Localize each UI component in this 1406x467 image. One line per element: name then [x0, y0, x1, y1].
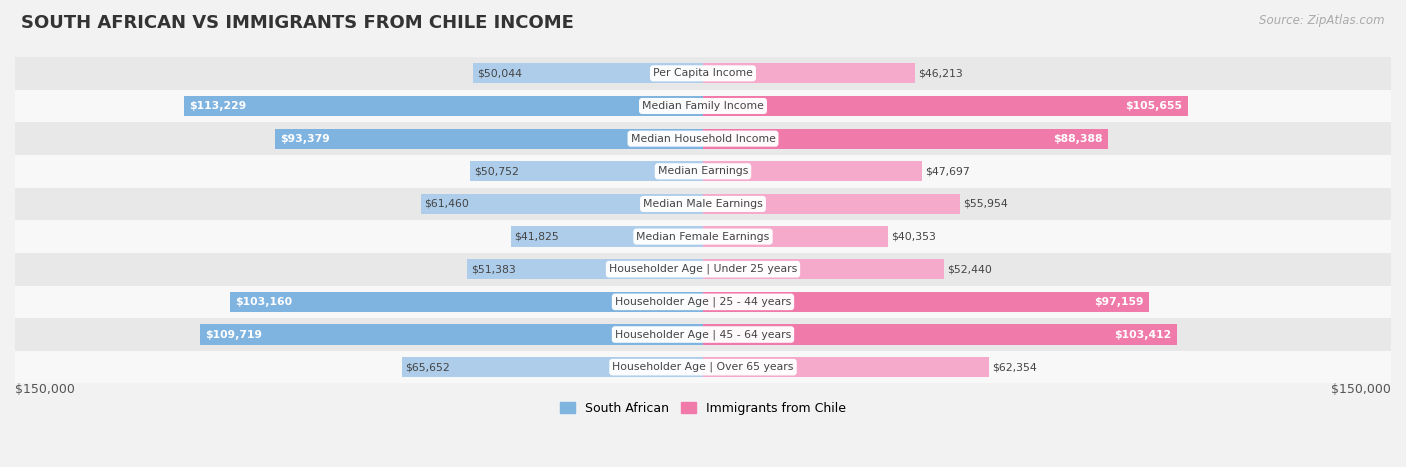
Bar — [15, 122, 1391, 155]
Text: $113,229: $113,229 — [190, 101, 246, 111]
Bar — [184, 96, 703, 116]
Bar — [15, 285, 1391, 318]
Text: $47,697: $47,697 — [925, 166, 970, 176]
Bar — [15, 188, 1391, 220]
Bar — [422, 194, 703, 214]
Text: $105,655: $105,655 — [1125, 101, 1182, 111]
Text: $41,825: $41,825 — [515, 232, 560, 241]
Text: Householder Age | 45 - 64 years: Householder Age | 45 - 64 years — [614, 329, 792, 340]
Text: $50,752: $50,752 — [474, 166, 519, 176]
Text: Median Male Earnings: Median Male Earnings — [643, 199, 763, 209]
Text: $97,159: $97,159 — [1094, 297, 1143, 307]
Bar — [467, 259, 703, 279]
Text: $51,383: $51,383 — [471, 264, 516, 274]
Text: $103,412: $103,412 — [1115, 330, 1171, 340]
Bar — [703, 96, 1188, 116]
Text: Median Family Income: Median Family Income — [643, 101, 763, 111]
Bar — [703, 259, 943, 279]
Bar — [703, 357, 988, 377]
Bar — [15, 318, 1391, 351]
Text: Householder Age | 25 - 44 years: Householder Age | 25 - 44 years — [614, 297, 792, 307]
Text: $55,954: $55,954 — [963, 199, 1008, 209]
Text: $52,440: $52,440 — [948, 264, 991, 274]
Text: $150,000: $150,000 — [1331, 383, 1391, 396]
Text: $50,044: $50,044 — [477, 68, 522, 78]
Text: $109,719: $109,719 — [205, 330, 263, 340]
Text: Median Earnings: Median Earnings — [658, 166, 748, 176]
Bar — [229, 292, 703, 312]
Text: Source: ZipAtlas.com: Source: ZipAtlas.com — [1260, 14, 1385, 27]
Text: $62,354: $62,354 — [993, 362, 1038, 372]
Text: $65,652: $65,652 — [405, 362, 450, 372]
Text: $93,379: $93,379 — [280, 134, 330, 144]
Bar — [15, 57, 1391, 90]
Bar — [402, 357, 703, 377]
Bar — [512, 226, 703, 247]
Bar — [703, 292, 1149, 312]
Text: $103,160: $103,160 — [235, 297, 292, 307]
Bar — [15, 253, 1391, 285]
Bar — [703, 161, 922, 181]
Text: $150,000: $150,000 — [15, 383, 75, 396]
Bar — [703, 128, 1108, 149]
Bar — [703, 194, 960, 214]
Bar — [15, 90, 1391, 122]
Text: $61,460: $61,460 — [425, 199, 470, 209]
Text: Householder Age | Under 25 years: Householder Age | Under 25 years — [609, 264, 797, 275]
Legend: South African, Immigrants from Chile: South African, Immigrants from Chile — [555, 396, 851, 420]
Text: $88,388: $88,388 — [1053, 134, 1102, 144]
Text: Householder Age | Over 65 years: Householder Age | Over 65 years — [612, 362, 794, 372]
Text: Median Female Earnings: Median Female Earnings — [637, 232, 769, 241]
Bar — [200, 325, 703, 345]
Bar — [15, 351, 1391, 383]
Text: Per Capita Income: Per Capita Income — [652, 68, 754, 78]
Bar — [703, 63, 915, 84]
Bar — [15, 220, 1391, 253]
Text: $46,213: $46,213 — [918, 68, 963, 78]
Text: SOUTH AFRICAN VS IMMIGRANTS FROM CHILE INCOME: SOUTH AFRICAN VS IMMIGRANTS FROM CHILE I… — [21, 14, 574, 32]
Bar — [15, 155, 1391, 188]
Text: Median Household Income: Median Household Income — [630, 134, 776, 144]
Bar — [470, 161, 703, 181]
Bar — [703, 226, 889, 247]
Bar — [474, 63, 703, 84]
Text: $40,353: $40,353 — [891, 232, 936, 241]
Bar — [274, 128, 703, 149]
Bar — [703, 325, 1177, 345]
